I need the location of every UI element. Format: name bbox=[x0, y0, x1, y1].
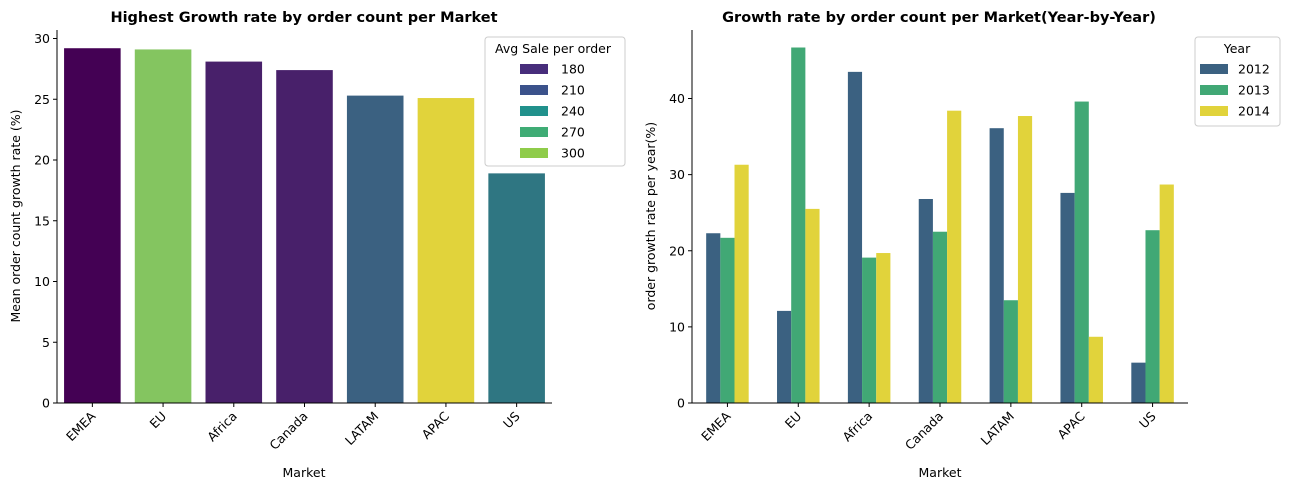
bar-us-2012 bbox=[1131, 362, 1146, 403]
legend-label: 270 bbox=[561, 125, 585, 140]
y-ticks: 0 5 10 15 20 25 30 bbox=[34, 31, 57, 411]
x-tick-label: APAC bbox=[419, 408, 453, 442]
bar-canada bbox=[276, 70, 333, 404]
y-axis-label: order growth rate per year(%) bbox=[643, 122, 658, 310]
bar-latam-2014 bbox=[1017, 116, 1033, 403]
y-tick-label: 10 bbox=[34, 274, 50, 289]
legend-swatch bbox=[520, 85, 548, 95]
y-tick-label: 0 bbox=[677, 396, 685, 411]
legend-label: 180 bbox=[561, 62, 585, 77]
legend-swatch bbox=[520, 127, 548, 137]
legend-swatch bbox=[520, 148, 548, 158]
y-tick-label: 40 bbox=[669, 91, 685, 106]
x-axis-label: Market bbox=[283, 465, 326, 480]
x-tick-label: US bbox=[1136, 408, 1159, 431]
x-ticks: EMEA EU Africa Canada LATAM APAC US bbox=[63, 403, 523, 453]
legend-label: 300 bbox=[561, 146, 585, 161]
x-tick-label: US bbox=[500, 408, 523, 431]
bar-canada-2014 bbox=[947, 110, 962, 404]
legend-swatch bbox=[520, 64, 548, 74]
y-axis-label: Mean order count growth rate (%) bbox=[8, 109, 23, 322]
bar-eu bbox=[134, 49, 192, 404]
y-tick-label: 10 bbox=[669, 319, 685, 334]
x-tick-label: Africa bbox=[204, 409, 240, 445]
legend-frame bbox=[484, 36, 626, 167]
bar-apac-2014 bbox=[1088, 336, 1103, 403]
x-tick-label: EMEA bbox=[63, 408, 99, 444]
x-tick-label: EMEA bbox=[698, 408, 734, 444]
bar-africa bbox=[205, 61, 263, 404]
bar-eu-2014 bbox=[805, 208, 820, 403]
x-tick-label: EU bbox=[147, 409, 170, 432]
legend-label: 2012 bbox=[1238, 62, 1270, 77]
legend-title: Year bbox=[1223, 41, 1251, 56]
bar-eu-2012 bbox=[777, 310, 792, 403]
legend-label: 2013 bbox=[1238, 83, 1270, 98]
legend-swatch bbox=[1200, 106, 1228, 116]
x-tick-label: Canada bbox=[266, 409, 310, 453]
x-tick-label: EU bbox=[782, 409, 805, 432]
legend-title: Avg Sale per order bbox=[495, 41, 612, 56]
bars bbox=[706, 47, 1174, 404]
legend: Year 2012 2013 2014 bbox=[1194, 36, 1281, 127]
y-tick-label: 15 bbox=[34, 213, 50, 228]
bar-emea bbox=[64, 48, 121, 403]
chart-title: Highest Growth rate by order count per M… bbox=[110, 10, 497, 26]
bar-apac-2013 bbox=[1074, 101, 1089, 403]
legend-entries: 2012 2013 2014 bbox=[1200, 62, 1270, 119]
chart-title: Growth rate by order count per Market(Ye… bbox=[722, 10, 1156, 26]
y-tick-label: 30 bbox=[34, 31, 50, 46]
bar-emea-2013 bbox=[720, 237, 735, 403]
bar-africa-2012 bbox=[847, 71, 863, 404]
y-tick-label: 25 bbox=[34, 92, 50, 107]
y-tick-label: 20 bbox=[669, 243, 685, 258]
bar-latam-2013 bbox=[1003, 300, 1018, 403]
legend-label: 210 bbox=[561, 83, 585, 98]
bars bbox=[64, 48, 545, 404]
legend-label: 240 bbox=[561, 104, 585, 119]
x-axis-label: Market bbox=[919, 465, 962, 480]
bar-apac-2012 bbox=[1060, 192, 1075, 403]
bar-apac bbox=[417, 98, 475, 403]
x-tick-label: LATAM bbox=[342, 409, 381, 448]
bar-us-2014 bbox=[1159, 184, 1174, 403]
y-tick-label: 20 bbox=[34, 153, 50, 168]
y-tick-label: 30 bbox=[669, 167, 685, 182]
bar-us bbox=[488, 173, 545, 403]
bar-africa-2014 bbox=[876, 253, 891, 403]
legend: Avg Sale per order 180 210 240 270 300 bbox=[484, 36, 626, 167]
bar-emea-2012 bbox=[706, 233, 721, 403]
chart-yearly-growth: Growth rate by order count per Market(Ye… bbox=[643, 10, 1281, 480]
bar-us-2013 bbox=[1145, 230, 1160, 403]
y-tick-label: 5 bbox=[42, 335, 50, 350]
x-ticks: EMEA EU Africa Canada LATAM APAC US bbox=[698, 403, 1159, 453]
x-tick-label: Africa bbox=[839, 409, 875, 445]
bar-latam bbox=[346, 95, 404, 403]
bar-africa-2013 bbox=[862, 257, 877, 403]
x-tick-label: Canada bbox=[902, 409, 946, 453]
x-tick-label: APAC bbox=[1054, 408, 1088, 442]
y-ticks: 0 10 20 30 40 bbox=[669, 91, 692, 411]
legend-label: 2014 bbox=[1238, 104, 1270, 119]
legend-swatch bbox=[1200, 64, 1228, 74]
bar-canada-2013 bbox=[932, 231, 948, 403]
legend-frame bbox=[1194, 36, 1281, 127]
legend-swatch bbox=[520, 106, 548, 116]
bar-eu-2013 bbox=[791, 47, 806, 403]
x-tick-label: LATAM bbox=[977, 409, 1016, 448]
y-tick-label: 0 bbox=[42, 396, 50, 411]
chart-market-growth: Highest Growth rate by order count per M… bbox=[8, 10, 626, 480]
legend-entries: 180 210 240 270 300 bbox=[520, 62, 585, 161]
bar-emea-2014 bbox=[734, 164, 749, 403]
bar-canada-2012 bbox=[918, 198, 933, 403]
bar-latam-2012 bbox=[989, 128, 1004, 404]
legend-swatch bbox=[1200, 85, 1228, 95]
